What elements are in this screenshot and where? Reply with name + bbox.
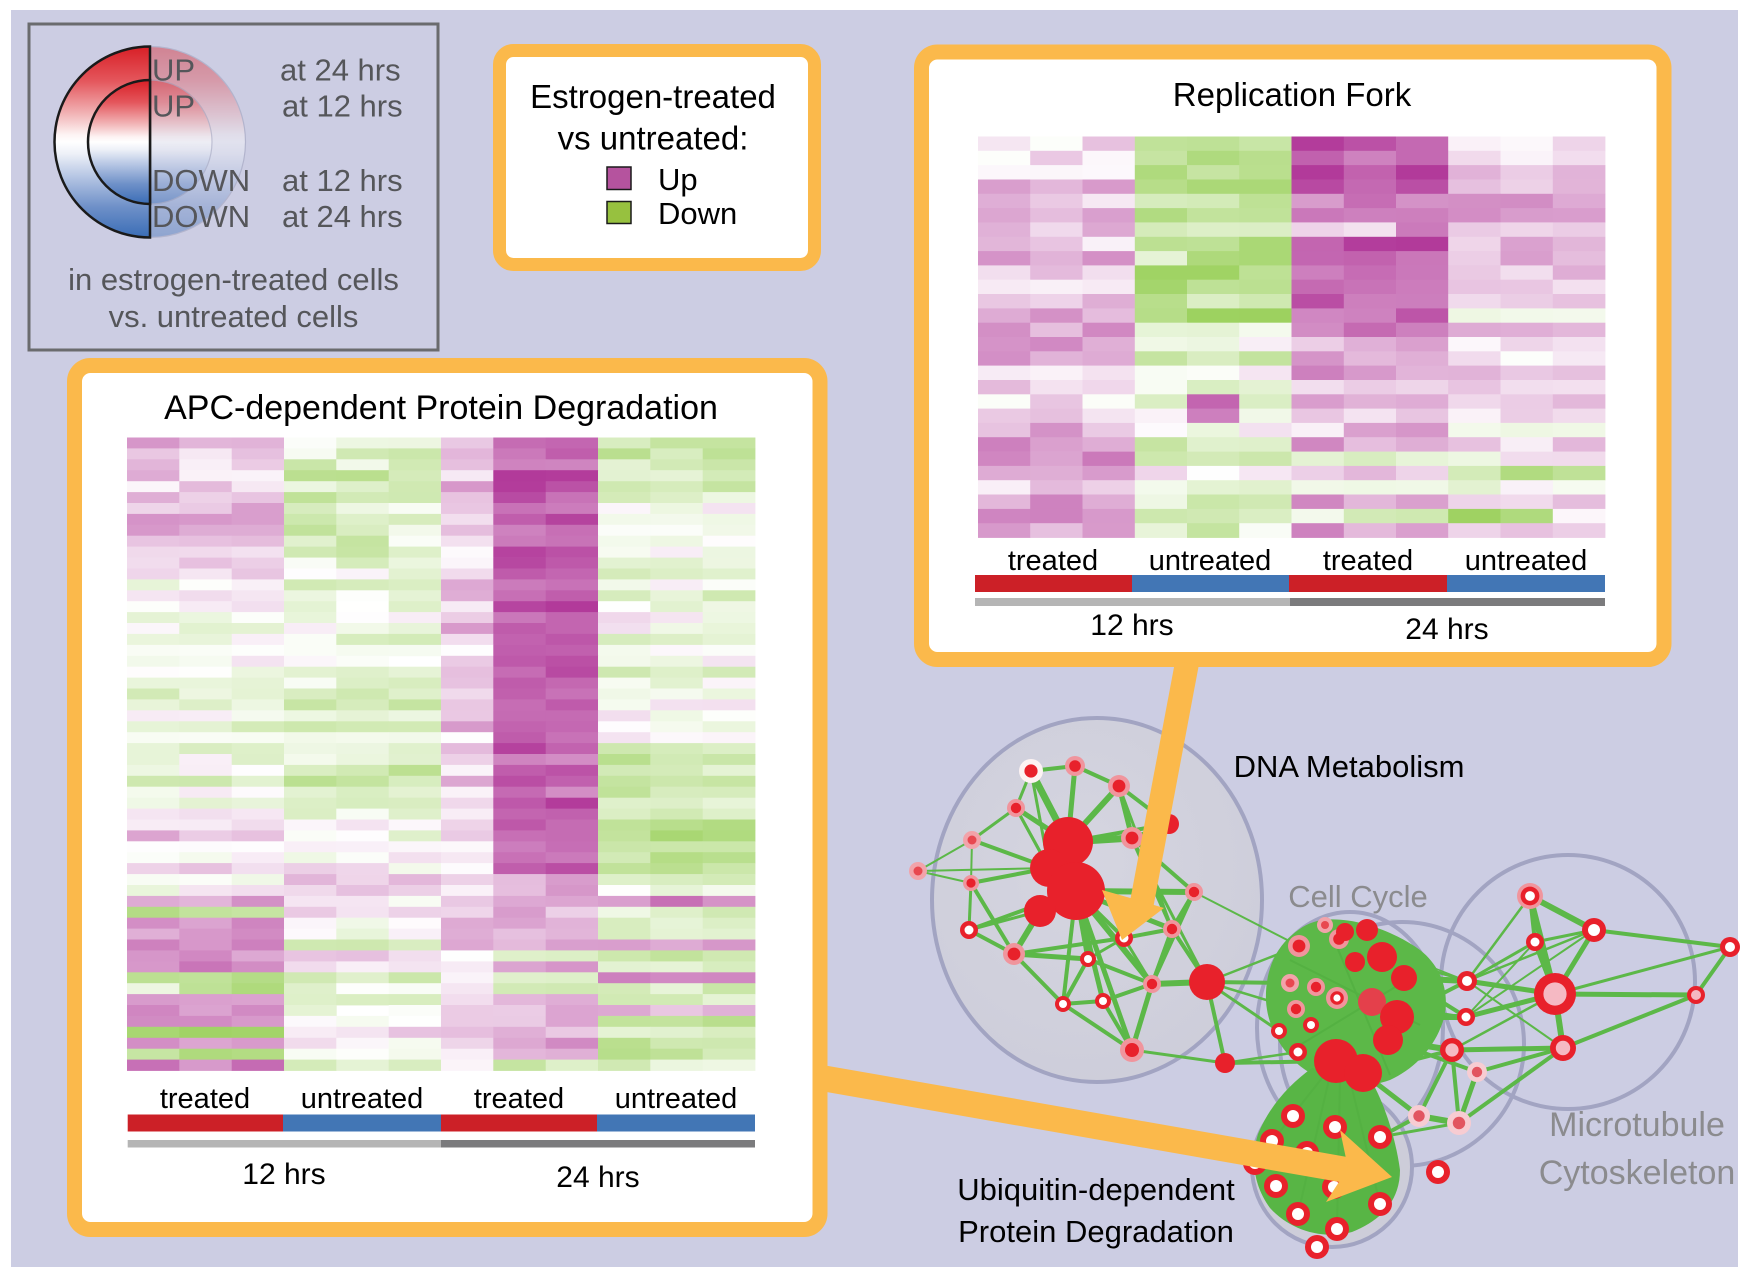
svg-text:Cytoskeleton: Cytoskeleton <box>1539 1154 1736 1192</box>
svg-text:treated: treated <box>1323 545 1413 577</box>
svg-text:treated: treated <box>1008 545 1098 577</box>
svg-text:in estrogen-treated cells: in estrogen-treated cells <box>68 262 399 297</box>
svg-text:12 hrs: 12 hrs <box>242 1158 325 1191</box>
svg-text:Replication Fork: Replication Fork <box>1173 76 1412 113</box>
svg-text:Microtubule: Microtubule <box>1549 1106 1725 1144</box>
svg-text:treated: treated <box>474 1083 564 1115</box>
svg-text:24 hrs: 24 hrs <box>1405 613 1488 646</box>
svg-text:at 24 hrs: at 24 hrs <box>282 199 403 234</box>
svg-text:DOWN: DOWN <box>152 199 250 234</box>
svg-text:vs. untreated cells: vs. untreated cells <box>109 299 359 334</box>
svg-text:Cell Cycle: Cell Cycle <box>1288 879 1428 914</box>
svg-text:UP: UP <box>152 53 195 88</box>
svg-text:at 24 hrs: at 24 hrs <box>280 53 401 88</box>
svg-text:at 12 hrs: at 12 hrs <box>282 163 403 198</box>
svg-text:APC-dependent Protein Degradat: APC-dependent Protein Degradation <box>164 389 718 427</box>
svg-text:untreated: untreated <box>1149 545 1272 577</box>
svg-text:24 hrs: 24 hrs <box>556 1161 639 1194</box>
svg-text:treated: treated <box>160 1083 250 1115</box>
svg-text:Up: Up <box>658 162 698 197</box>
svg-text:untreated: untreated <box>1465 545 1588 577</box>
svg-text:vs untreated:: vs untreated: <box>558 120 749 157</box>
svg-text:12 hrs: 12 hrs <box>1090 609 1173 642</box>
svg-text:Ubiquitin-dependent: Ubiquitin-dependent <box>957 1172 1235 1207</box>
svg-text:untreated: untreated <box>301 1083 424 1115</box>
svg-text:Protein Degradation: Protein Degradation <box>958 1214 1234 1249</box>
svg-text:Down: Down <box>658 196 737 231</box>
svg-text:UP: UP <box>152 89 195 124</box>
svg-text:untreated: untreated <box>615 1083 738 1115</box>
svg-text:Estrogen-treated: Estrogen-treated <box>530 78 776 115</box>
svg-text:at 12 hrs: at 12 hrs <box>282 89 403 124</box>
svg-text:DOWN: DOWN <box>152 163 250 198</box>
svg-text:DNA Metabolism: DNA Metabolism <box>1234 749 1465 784</box>
